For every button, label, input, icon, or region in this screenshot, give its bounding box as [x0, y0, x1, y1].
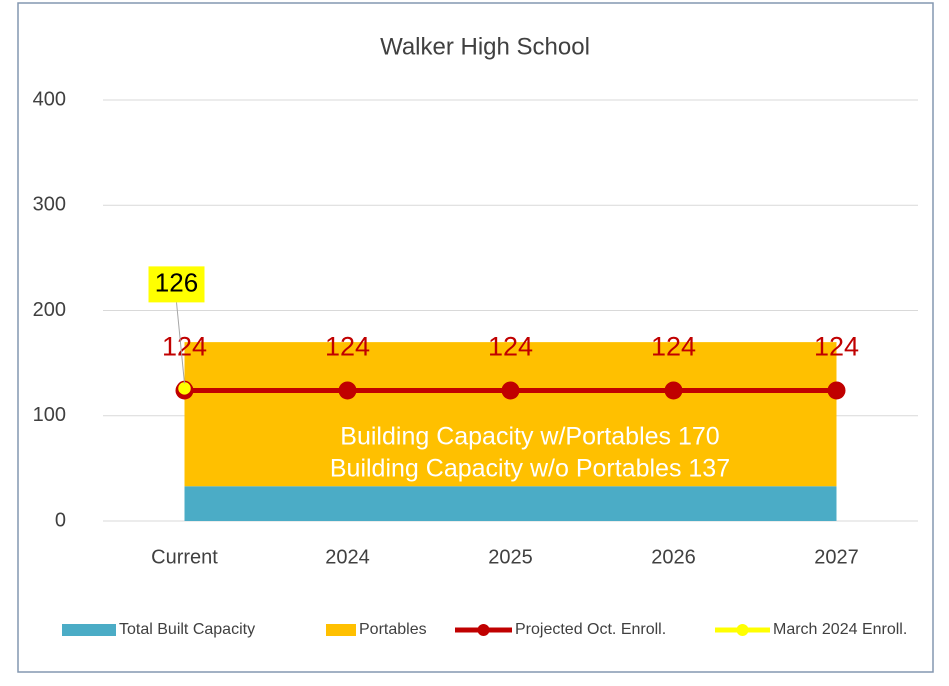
- y-tick-label: 100: [33, 404, 66, 426]
- x-tick-label: 2025: [488, 546, 533, 568]
- marker: [827, 381, 846, 400]
- data-label: 124: [814, 332, 859, 362]
- legend-marker: [477, 624, 490, 636]
- area: [184, 342, 837, 487]
- x-tick-label: Current: [151, 546, 218, 568]
- legend-label: Total Built Capacity: [119, 621, 255, 638]
- y-tick-label: 400: [33, 88, 66, 110]
- marker: [501, 381, 520, 400]
- chart-frame: [17, 2, 934, 673]
- data-label: 124: [325, 332, 370, 362]
- data-label: 124: [651, 332, 696, 362]
- legend-swatch: [326, 624, 356, 636]
- marker: [176, 380, 193, 397]
- x-tick-label: 2027: [814, 546, 859, 568]
- leader-line: [176, 302, 185, 384]
- data-label: 126: [155, 267, 198, 297]
- y-tick-label: 0: [55, 509, 66, 531]
- legend-label: March 2024 Enroll.: [773, 621, 907, 638]
- data-label: 124: [162, 332, 207, 362]
- x-tick-label: 2026: [651, 546, 696, 568]
- legend-marker: [736, 624, 749, 636]
- annotation: Building Capacity w/o Portables 137: [330, 455, 730, 483]
- chart-title: Walker High School: [380, 33, 590, 60]
- label-background: [148, 266, 205, 303]
- legend-swatch: [62, 624, 116, 636]
- data-label: 124: [488, 332, 533, 362]
- marker: [664, 381, 683, 400]
- legend-label: Portables: [359, 621, 427, 638]
- annotation: Building Capacity w/Portables 170: [340, 423, 719, 451]
- y-tick-label: 300: [33, 194, 66, 216]
- legend-label: Projected Oct. Enroll.: [515, 621, 666, 638]
- x-tick-label: 2024: [325, 546, 370, 568]
- marker: [338, 381, 357, 400]
- area: [184, 486, 837, 521]
- y-tick-label: 200: [33, 299, 66, 321]
